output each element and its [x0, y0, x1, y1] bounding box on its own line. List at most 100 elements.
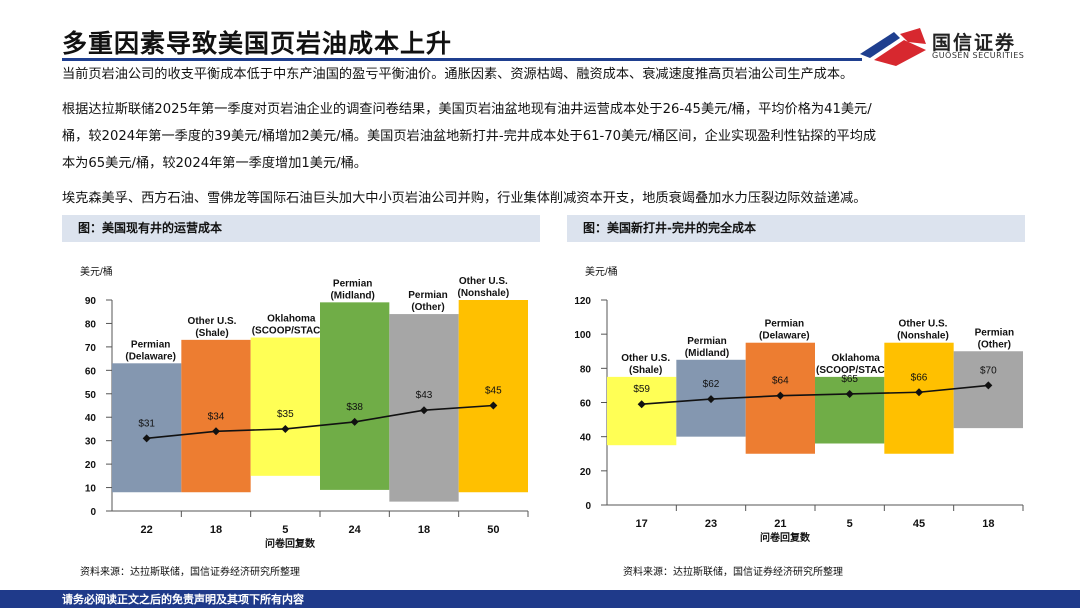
- y-tick-label: 70: [85, 343, 97, 354]
- range-bar: [953, 351, 1023, 429]
- x-tick-label: 50: [487, 524, 499, 536]
- average-point: [707, 395, 715, 404]
- y-tick-label: 40: [580, 433, 592, 444]
- category-label: (Midland): [330, 290, 374, 301]
- range-bar: [320, 302, 390, 490]
- paragraph-1: 当前页岩油公司的收支平衡成本低于中东产油国的盈亏平衡油价。通胀因素、资源枯竭、融…: [62, 67, 854, 82]
- category-label: Permian: [765, 319, 804, 330]
- panel-title-left: 图：美国现有井的运营成本: [62, 215, 540, 242]
- average-point: [776, 391, 785, 400]
- x-tick-label: 24: [349, 524, 362, 536]
- y-tick-label: 90: [85, 296, 97, 307]
- category-label: (Shale): [629, 365, 662, 376]
- category-label: (Other): [411, 302, 444, 313]
- y-tick-label: 50: [85, 390, 97, 401]
- y-tick-label: 20: [580, 467, 592, 478]
- source-note-left: 资料来源：达拉斯联储，国信证券经济研究所整理: [80, 567, 300, 578]
- average-value-label: $31: [138, 418, 155, 429]
- y-tick-label: 10: [85, 484, 97, 495]
- range-bar: [815, 376, 885, 444]
- title-rule: [62, 58, 862, 61]
- range-bar: [607, 376, 677, 446]
- x-tick-label: 5: [847, 518, 853, 530]
- x-tick-label: 22: [141, 524, 153, 536]
- category-label: (SCOOP/STACK): [252, 326, 331, 337]
- operating-cost-chart: 美元/桶0102030405060708090Permian(Delaware)…: [80, 265, 529, 550]
- category-label: (Other): [978, 339, 1011, 350]
- x-tick-label: 17: [636, 518, 648, 530]
- category-label: Permian: [333, 278, 372, 289]
- paragraph-2-line-1: 根据达拉斯联储2025年第一季度对页岩油企业的调查问卷结果，美国页岩油盆地现有油…: [62, 102, 872, 117]
- category-label: (Delaware): [125, 351, 176, 362]
- paragraph-2-line-3: 本为65美元/桶，较2024年第一季度增加1美元/桶。: [62, 156, 367, 171]
- y-tick-label: 120: [574, 296, 591, 307]
- average-value-label: $45: [485, 386, 502, 397]
- range-bar: [458, 300, 528, 493]
- average-point: [845, 389, 854, 398]
- range-bar: [181, 339, 251, 493]
- logo-icon: [860, 28, 926, 66]
- range-bar: [112, 363, 182, 493]
- category-label: (Midland): [685, 348, 729, 359]
- range-bar: [250, 337, 320, 476]
- page-title: 多重因素导致美国页岩油成本上升: [62, 29, 453, 58]
- paragraph-3: 埃克森美孚、西方石油、雪佛龙等国际石油巨头加大中小页岩油公司并购，行业集体削减资…: [62, 191, 867, 206]
- x-tick-label: 21: [774, 518, 786, 530]
- average-point: [281, 424, 290, 433]
- range-bar: [884, 342, 954, 454]
- y-tick-label: 30: [85, 437, 97, 448]
- logo-cn-text: 国信证券: [932, 32, 1017, 54]
- average-value-label: $59: [633, 384, 650, 395]
- average-value-label: $43: [416, 390, 433, 401]
- x-tick-label: 23: [705, 518, 717, 530]
- average-value-label: $65: [841, 374, 858, 385]
- y-tick-label: 80: [580, 364, 592, 375]
- category-label: (Nonshale): [897, 331, 949, 342]
- y-axis-unit-label: 美元/桶: [80, 265, 113, 278]
- average-point: [350, 417, 359, 426]
- x-tick-label: 18: [210, 524, 222, 536]
- x-tick-label: 5: [282, 524, 288, 536]
- source-note-right: 资料来源：达拉斯联储，国信证券经济研究所整理: [623, 567, 843, 578]
- average-point: [420, 406, 428, 415]
- footer-bar: 请务必阅读正文之后的免责声明及其项下所有内容: [0, 590, 1080, 608]
- average-value-label: $35: [277, 409, 294, 420]
- y-tick-label: 20: [85, 460, 97, 471]
- x-axis-title: 问卷回复数: [760, 531, 811, 544]
- footer-disclaimer: 请务必阅读正文之后的免责声明及其项下所有内容: [62, 593, 304, 606]
- x-tick-label: 18: [418, 524, 430, 536]
- average-value-label: $38: [346, 402, 363, 413]
- category-label: Other U.S.: [899, 319, 948, 330]
- average-point: [915, 388, 923, 397]
- category-label: Permian: [687, 336, 726, 347]
- category-label: Other U.S.: [459, 276, 508, 287]
- average-value-label: $34: [208, 411, 225, 422]
- category-label: Other U.S.: [188, 316, 237, 327]
- x-tick-label: 45: [913, 518, 925, 530]
- paragraph-2-line-2: 桶，较2024年第一季度的39美元/桶增加2美元/桶。美国页岩油盆地新打井-完井…: [62, 129, 877, 144]
- category-label: (SCOOP/STACK): [816, 365, 895, 376]
- average-point: [984, 381, 993, 390]
- average-point: [212, 427, 220, 436]
- average-value-label: $62: [703, 379, 720, 390]
- average-value-label: $64: [772, 376, 789, 387]
- category-label: Other U.S.: [621, 353, 670, 364]
- category-label: (Nonshale): [457, 288, 509, 299]
- y-tick-label: 100: [574, 330, 591, 341]
- y-tick-label: 0: [90, 507, 96, 518]
- x-axis-title: 问卷回复数: [265, 537, 316, 550]
- average-cost-line: [641, 384, 989, 406]
- y-tick-label: 60: [580, 399, 592, 410]
- category-label: Oklahoma: [831, 353, 880, 364]
- x-tick-label: 18: [982, 518, 994, 530]
- y-tick-label: 60: [85, 366, 97, 377]
- average-point: [489, 401, 498, 410]
- category-label: Permian: [975, 327, 1014, 338]
- average-point: [637, 400, 646, 409]
- average-value-label: $66: [911, 372, 928, 383]
- average-cost-line: [146, 404, 494, 440]
- category-label: (Shale): [195, 328, 228, 339]
- category-label: Permian: [408, 290, 447, 301]
- logo-en-text: GUOSEN SECURITIES: [932, 51, 1025, 60]
